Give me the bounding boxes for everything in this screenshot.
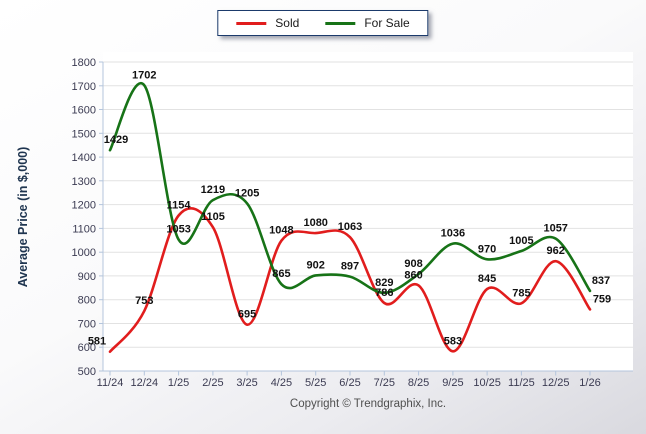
data-label-sold: 1080 xyxy=(303,217,327,229)
y-axis-title: Average Price (in $,000) xyxy=(16,147,30,288)
data-label-for-sale: 1205 xyxy=(235,187,259,199)
x-tick-label: 10/25 xyxy=(473,377,501,389)
data-label-for-sale: 1036 xyxy=(441,228,465,240)
x-tick-label: 6/25 xyxy=(339,377,360,389)
data-label-sold: 753 xyxy=(135,295,153,307)
sold-line-swatch xyxy=(236,21,267,25)
y-tick-label: 1300 xyxy=(72,176,96,188)
x-tick-label: 1/26 xyxy=(579,377,600,389)
data-label-for-sale: 1219 xyxy=(201,184,225,196)
legend: Sold For Sale xyxy=(217,10,429,36)
x-tick-label: 1/25 xyxy=(168,377,189,389)
data-label-for-sale: 970 xyxy=(478,243,496,255)
data-label-for-sale: 1005 xyxy=(509,235,533,247)
sold-line xyxy=(108,207,592,353)
y-tick-label: 500 xyxy=(78,366,96,378)
y-tick-label: 1000 xyxy=(72,247,96,259)
data-label-sold: 583 xyxy=(444,335,462,347)
x-tick-label: 2/25 xyxy=(202,377,223,389)
x-tick-label: 11/25 xyxy=(508,377,535,389)
data-label-for-sale: 908 xyxy=(404,258,422,270)
y-tick-label: 1400 xyxy=(72,152,96,164)
data-label-for-sale: 837 xyxy=(592,275,610,287)
y-tick-label: 1500 xyxy=(72,128,96,140)
data-label-sold: 759 xyxy=(593,293,611,305)
data-label-for-sale: 1702 xyxy=(132,69,156,81)
data-label-for-sale: 1429 xyxy=(104,134,128,146)
y-tick-label: 900 xyxy=(78,271,96,283)
x-tick-label: 12/25 xyxy=(542,377,570,389)
data-label-for-sale: 902 xyxy=(307,259,325,271)
y-tick-label: 1200 xyxy=(72,200,96,212)
x-tick-label: 8/25 xyxy=(408,377,429,389)
data-label-sold: 860 xyxy=(404,269,422,281)
x-tick-label: 12/24 xyxy=(131,377,159,389)
x-tick-label: 7/25 xyxy=(374,377,395,389)
data-label-for-sale: 1053 xyxy=(166,224,190,236)
y-tick-label: 1800 xyxy=(72,57,96,69)
data-label-sold: 695 xyxy=(238,309,256,321)
data-label-sold: 1154 xyxy=(167,200,192,212)
y-tick-label: 1700 xyxy=(72,81,96,93)
legend-item-sold: Sold xyxy=(236,16,299,30)
x-tick-label: 9/25 xyxy=(442,377,463,389)
y-tick-label: 800 xyxy=(78,295,96,307)
plot-area xyxy=(103,52,633,371)
y-tick-label: 700 xyxy=(78,319,96,331)
data-label-sold: 581 xyxy=(88,336,106,348)
legend-label-sold: Sold xyxy=(275,16,300,30)
copyright-text: Copyright © Trendgraphix, Inc. xyxy=(289,398,447,410)
data-label-for-sale: 865 xyxy=(272,268,290,280)
data-label-sold: 1105 xyxy=(201,211,225,223)
data-label-for-sale: 1057 xyxy=(543,223,567,235)
data-label-sold: 785 xyxy=(512,287,530,299)
data-label-sold: 845 xyxy=(478,273,496,285)
x-tick-label: 4/25 xyxy=(271,377,292,389)
for-sale-line-swatch xyxy=(325,21,356,25)
legend-label-for-sale: For Sale xyxy=(364,16,410,30)
data-label-for-sale: 829 xyxy=(375,277,393,289)
y-tick-label: 600 xyxy=(78,342,96,354)
for-sale-line xyxy=(108,81,592,295)
x-tick-label: 11/24 xyxy=(97,377,124,389)
x-tick-label: 3/25 xyxy=(236,377,257,389)
data-label-sold: 786 xyxy=(375,287,393,299)
y-tick-label: 1600 xyxy=(72,105,96,117)
data-label-sold: 1048 xyxy=(269,225,293,237)
data-label-sold: 962 xyxy=(547,245,565,257)
x-tick-label: 5/25 xyxy=(305,377,326,389)
y-tick-label: 1100 xyxy=(72,223,96,235)
data-label-for-sale: 897 xyxy=(341,261,359,273)
legend-item-for-sale: For Sale xyxy=(325,16,410,30)
data-label-sold: 1063 xyxy=(338,221,362,233)
